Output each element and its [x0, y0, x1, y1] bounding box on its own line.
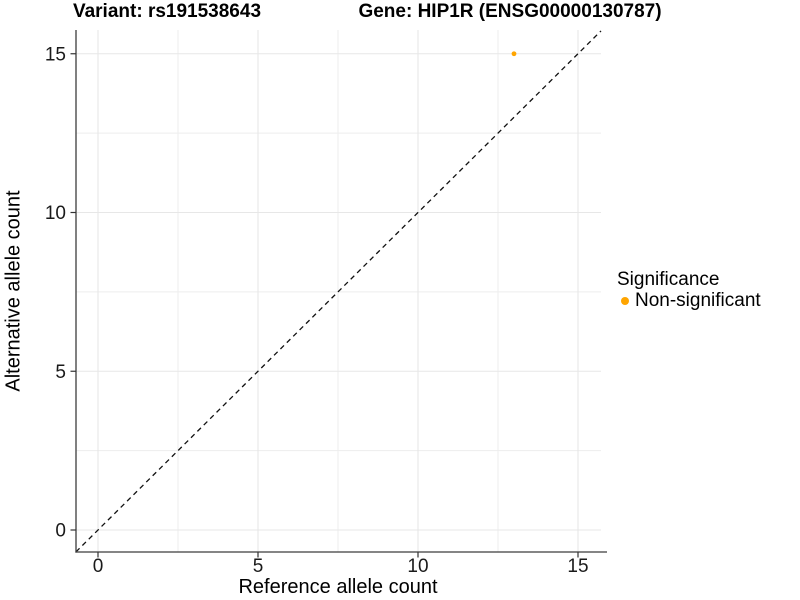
variant-title: Variant: rs191538643	[72, 1, 262, 22]
data-point	[511, 51, 517, 57]
y-tick-label: 0	[55, 521, 66, 542]
y-axis-title: Alternative allele count	[2, 190, 25, 392]
identity-dashed-line	[75, 30, 602, 553]
x-tick-label: 15	[567, 556, 588, 577]
y-tick-label: 10	[45, 203, 66, 224]
x-axis-title: Reference allele count	[238, 576, 438, 598]
x-tick-label: 10	[407, 556, 428, 577]
x-tick-label: 5	[253, 556, 264, 577]
legend: Significance Non-significant	[617, 269, 761, 311]
y-tick-label: 5	[55, 362, 66, 383]
x-tick-label: 0	[93, 556, 104, 577]
legend-point-icon	[621, 296, 629, 305]
legend-entry: Non-significant	[617, 289, 761, 311]
gene-title: Gene: HIP1R (ENSG00000130787)	[358, 1, 662, 22]
legend-title: Significance	[617, 269, 720, 290]
y-tick-label: 15	[45, 44, 66, 65]
legend-entry-label: Non-significant	[635, 289, 761, 311]
